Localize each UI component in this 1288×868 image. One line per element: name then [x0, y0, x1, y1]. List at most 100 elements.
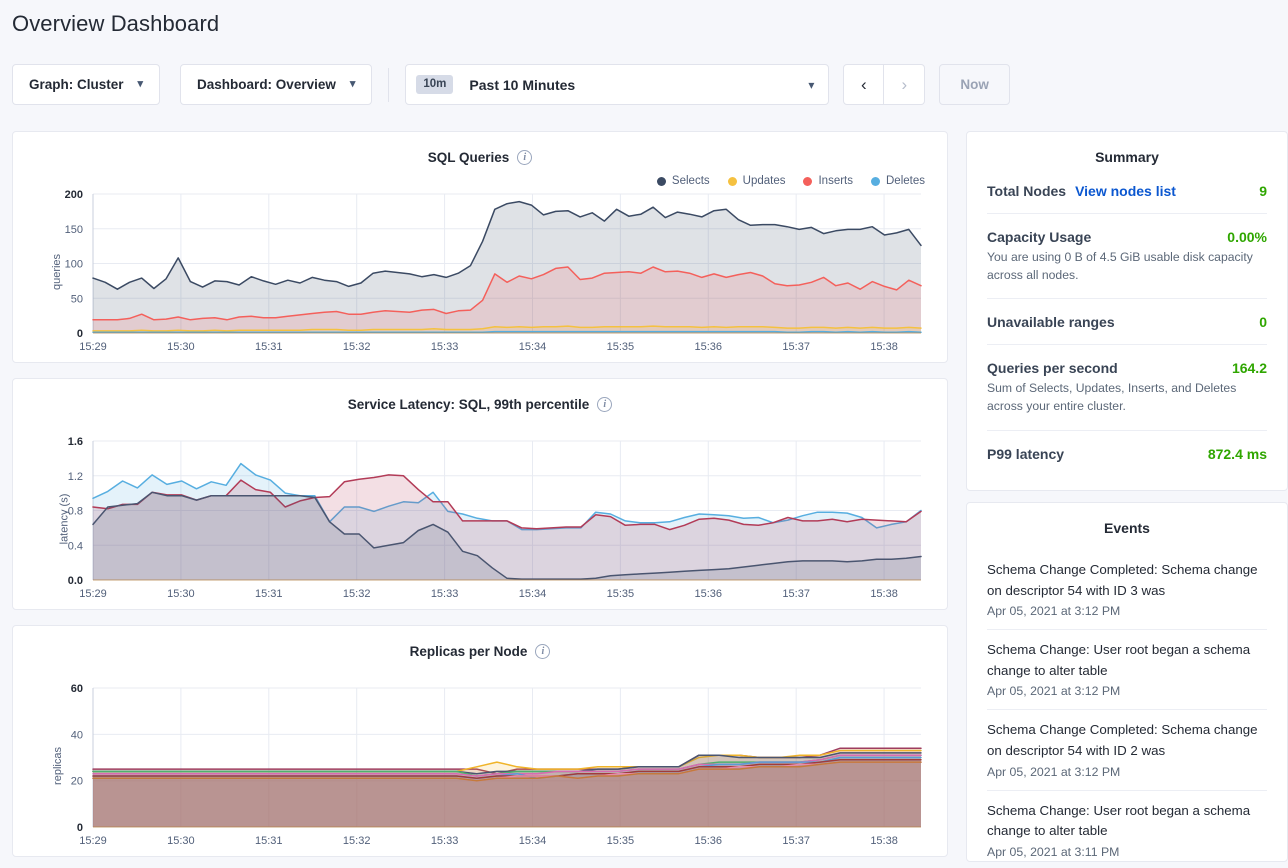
chart-title-sql-queries: SQL Queries i: [13, 132, 947, 165]
summary-row-head: Queries per second: [987, 360, 1267, 376]
info-icon[interactable]: i: [517, 150, 533, 165]
graph-selector-button[interactable]: Graph: Cluster ▾: [12, 64, 161, 105]
chevron-left-icon: ‹: [861, 74, 867, 94]
events-list: Schema Change Completed: Schema change o…: [967, 536, 1287, 861]
summary-value: 0.00%: [1227, 229, 1267, 245]
svg-text:15:32: 15:32: [343, 588, 371, 600]
event-text: Schema Change Completed: Schema change o…: [987, 562, 1258, 598]
legend-item-deletes[interactable]: Deletes: [871, 175, 925, 187]
summary-rows: Total Nodes View nodes list 9 Capacity U…: [967, 165, 1287, 476]
svg-text:15:37: 15:37: [782, 341, 810, 353]
summary-panel: Summary Total Nodes View nodes list 9 Ca…: [966, 131, 1288, 491]
list-item[interactable]: Schema Change: User root began a schema …: [987, 629, 1267, 709]
legend-item-selects[interactable]: Selects: [656, 175, 710, 187]
svg-text:15:34: 15:34: [519, 341, 547, 353]
legend-label-selects: Selects: [671, 175, 710, 187]
event-timestamp: Apr 05, 2021 at 3:11 PM: [987, 844, 1120, 859]
svg-text:15:32: 15:32: [343, 341, 371, 353]
summary-row-p99-latency: P99 latency 872.4 ms: [987, 429, 1267, 476]
svg-text:15:30: 15:30: [167, 588, 195, 600]
previous-range-button[interactable]: ‹: [843, 64, 885, 105]
summary-value: 872.4 ms: [1207, 445, 1267, 462]
event-timestamp: Apr 05, 2021 at 3:12 PM: [987, 764, 1121, 779]
svg-text:15:31: 15:31: [255, 341, 283, 353]
svg-text:60: 60: [71, 683, 83, 695]
time-range-label: Past 10 Minutes: [469, 76, 576, 93]
summary-value: 9: [1259, 183, 1267, 199]
summary-row-queries-per-second: Queries per second 164.2 Sum of Selects,…: [987, 344, 1267, 429]
chart-title-text: SQL Queries: [427, 150, 510, 165]
legend-dot-inserts: [803, 176, 813, 186]
chart-title-text: Replicas per Node: [409, 644, 528, 659]
summary-row-head: Capacity Usage: [987, 229, 1267, 245]
svg-text:0.4: 0.4: [68, 540, 83, 552]
summary-label: P99 latency: [987, 445, 1065, 462]
svg-text:15:37: 15:37: [782, 835, 810, 847]
summary-row-unavailable-ranges: Unavailable ranges 0: [987, 298, 1267, 344]
info-icon[interactable]: i: [535, 644, 551, 659]
events-title: Events: [1104, 520, 1150, 536]
list-item[interactable]: Schema Change: User root began a schema …: [987, 789, 1267, 861]
svg-text:40: 40: [71, 729, 83, 741]
svg-text:200: 200: [65, 189, 83, 201]
svg-text:15:36: 15:36: [695, 341, 723, 353]
summary-label: Total Nodes: [987, 183, 1067, 199]
svg-text:15:32: 15:32: [343, 835, 371, 847]
svg-text:100: 100: [65, 259, 83, 271]
list-item[interactable]: Schema Change Completed: Schema change o…: [987, 550, 1267, 629]
svg-text:15:38: 15:38: [870, 835, 898, 847]
legend-label-updates: Updates: [742, 175, 786, 187]
svg-text:1.2: 1.2: [68, 471, 83, 483]
legend-dot-selects: [656, 176, 666, 186]
legend-item-updates[interactable]: Updates: [727, 175, 786, 187]
info-icon[interactable]: i: [597, 397, 613, 412]
list-item[interactable]: Schema Change Completed: Schema change o…: [987, 709, 1267, 789]
svg-text:15:30: 15:30: [167, 835, 195, 847]
chart-legend-sql-queries: Selects Updates Inserts Deletes: [656, 175, 925, 187]
summary-row-head: Total Nodes View nodes list: [987, 183, 1267, 199]
event-timestamp: Apr 05, 2021 at 3:12 PM: [987, 604, 1121, 619]
svg-text:15:29: 15:29: [79, 341, 107, 353]
svg-text:50: 50: [71, 293, 83, 305]
next-range-button[interactable]: ›: [884, 64, 926, 105]
view-nodes-list-link[interactable]: View nodes list: [1075, 183, 1176, 199]
summary-row-capacity-usage: Capacity Usage 0.00% You are using 0 B o…: [987, 213, 1267, 298]
svg-text:15:36: 15:36: [695, 835, 723, 847]
events-panel: Events Schema Change Completed: Schema c…: [966, 502, 1288, 862]
summary-row-head: Unavailable ranges: [987, 314, 1267, 330]
event-timestamp: Apr 05, 2021 at 3:12 PM: [987, 684, 1121, 699]
chart-svg-replicas-per-node: 0 20 40 60 15:29 15:30 15:31 15:32 15:33 15:34 15:…: [71, 683, 922, 847]
legend-item-inserts[interactable]: Inserts: [803, 175, 853, 187]
dashboard-selector-label: Dashboard: Overview: [197, 77, 336, 92]
time-range-picker[interactable]: 10m Past 10 Minutes ▾: [405, 64, 830, 105]
chart-card-replicas-per-node: Replicas per Node i replicas 0 20 40 60 15:2…: [12, 625, 948, 857]
svg-text:15:36: 15:36: [695, 588, 723, 600]
now-button[interactable]: Now: [939, 64, 1010, 105]
dashboard-selector-button[interactable]: Dashboard: Overview ▾: [180, 64, 373, 105]
chevron-down-icon: ▾: [808, 77, 815, 92]
svg-text:20: 20: [71, 776, 83, 788]
svg-text:15:38: 15:38: [870, 341, 898, 353]
svg-text:1.6: 1.6: [68, 436, 83, 448]
chart-svg-service-latency: 0.0 0.4 0.8 1.2 1.6 15:29 15:30 15:31 15:32 15:33…: [68, 436, 922, 600]
svg-text:15:35: 15:35: [607, 835, 635, 847]
svg-text:15:35: 15:35: [607, 341, 635, 353]
svg-text:15:31: 15:31: [255, 835, 283, 847]
summary-row-head: P99 latency: [987, 446, 1267, 462]
svg-text:15:31: 15:31: [255, 588, 283, 600]
summary-label: Unavailable ranges: [987, 314, 1115, 331]
summary-value: 0: [1259, 314, 1267, 331]
time-nav-group: ‹ ›: [843, 64, 926, 105]
plot-area-replicas-per-node[interactable]: replicas 0 20 40 60 15:29 15:30 15:31 15:32 15:3…: [13, 678, 949, 853]
svg-text:0.0: 0.0: [68, 575, 83, 587]
chart-title-replicas-per-node: Replicas per Node i: [13, 626, 947, 659]
plot-area-service-latency[interactable]: latency (s) 0.0 0.4 0.8 1.2 1.6 15:29 15:30 15:…: [13, 431, 949, 606]
chart-title-service-latency: Service Latency: SQL, 99th percentile i: [13, 379, 947, 412]
chevron-down-icon: ▾: [137, 78, 144, 90]
event-text: Schema Change Completed: Schema change o…: [987, 722, 1258, 759]
summary-label: Queries per second: [987, 360, 1118, 377]
plot-area-sql-queries[interactable]: queries 0 50 100 150 200 15:29 15:30 15:31 15:32…: [13, 184, 949, 359]
summary-description: You are using 0 B of 4.5 GiB usable disk…: [987, 250, 1253, 282]
page-title: Overview Dashboard: [12, 11, 220, 36]
svg-text:15:33: 15:33: [431, 835, 459, 847]
